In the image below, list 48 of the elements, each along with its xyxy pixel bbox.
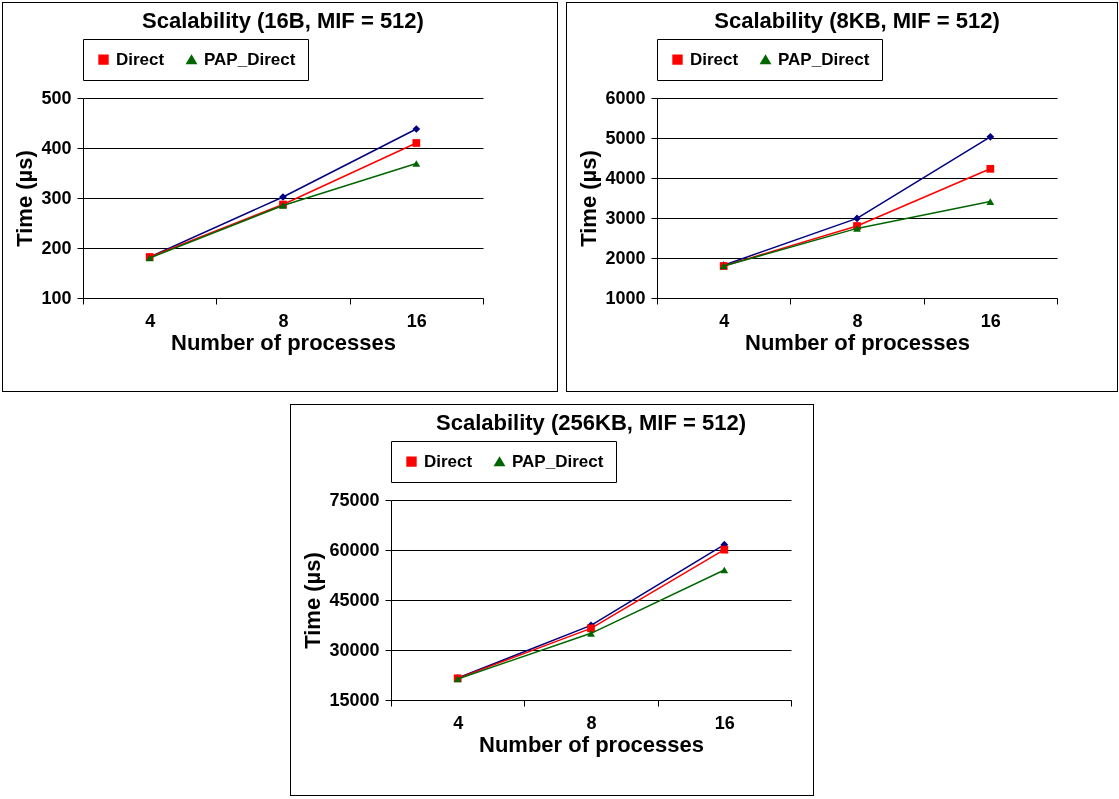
x-axis-title: Number of processes xyxy=(479,731,704,757)
y-tick-label: 500 xyxy=(41,87,72,108)
y-tick-label: 400 xyxy=(41,137,72,158)
legend-label: PAP_Direct xyxy=(778,49,870,69)
legend-label: Direct xyxy=(116,49,165,69)
chart-title: Scalability (16B, MIF = 512) xyxy=(142,7,424,33)
y-tick-label: 30000 xyxy=(329,639,380,660)
y-tick-label: 75000 xyxy=(329,489,380,510)
x-tick-label: 16 xyxy=(980,310,1001,331)
y-tick-label: 15000 xyxy=(329,689,380,710)
y-tick-label: 2000 xyxy=(605,247,646,268)
y-tick-label: 300 xyxy=(41,187,72,208)
x-tick-label: 8 xyxy=(852,310,863,331)
y-tick-label: 6000 xyxy=(605,87,646,108)
y-tick-label: 45000 xyxy=(329,589,380,610)
y-tick-label: 1000 xyxy=(605,287,646,308)
y-tick-label: 5000 xyxy=(605,127,646,148)
x-tick-label: 4 xyxy=(719,310,730,331)
x-tick-label: 8 xyxy=(586,712,597,733)
y-tick-label: 200 xyxy=(41,237,72,258)
legend-label: Direct xyxy=(424,451,473,471)
y-tick-label: 4000 xyxy=(605,167,646,188)
legend-label: PAP_Direct xyxy=(204,49,296,69)
x-tick-label: 16 xyxy=(714,712,735,733)
x-tick-label: 8 xyxy=(278,310,289,331)
y-tick-label: 60000 xyxy=(329,539,380,560)
legend-label: Direct xyxy=(690,49,739,69)
x-axis-title: Number of processes xyxy=(171,329,396,355)
y-axis-title: Time (µs) xyxy=(300,552,326,649)
x-tick-label: 16 xyxy=(406,310,427,331)
x-tick-label: 4 xyxy=(145,310,156,331)
point xyxy=(412,139,421,147)
point xyxy=(412,160,421,167)
point xyxy=(587,629,595,637)
point xyxy=(986,164,995,173)
y-axis-title: Time (µs) xyxy=(576,150,602,247)
legend-label: PAP_Direct xyxy=(512,451,604,471)
point xyxy=(412,125,421,133)
chart-title: Scalability (256KB, MIF = 512) xyxy=(436,409,746,435)
y-axis-title: Time (µs) xyxy=(12,150,38,247)
point xyxy=(720,545,729,554)
point xyxy=(986,132,995,141)
y-tick-label: 3000 xyxy=(605,207,646,228)
chart-title: Scalability (8KB, MIF = 512) xyxy=(714,7,1000,33)
point xyxy=(853,214,861,223)
x-axis-title: Number of processes xyxy=(745,329,970,355)
y-tick-label: 100 xyxy=(41,287,72,308)
x-tick-label: 4 xyxy=(453,712,464,733)
